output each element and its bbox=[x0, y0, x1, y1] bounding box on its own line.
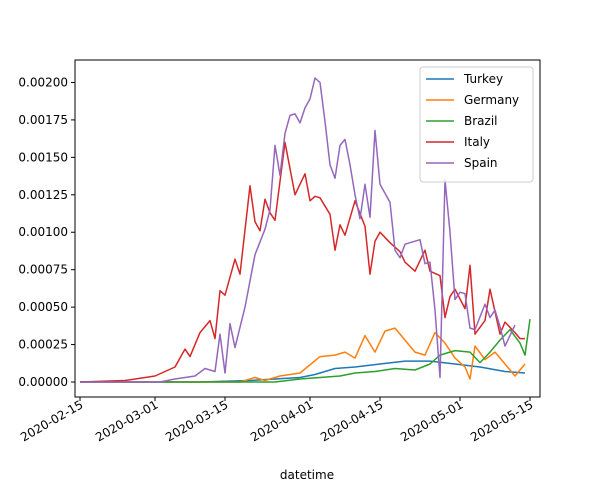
x-tick-label: 2020-03-15 bbox=[163, 397, 230, 444]
legend-label-brazil: Brazil bbox=[464, 114, 498, 128]
y-tick-label: 0.00050 bbox=[18, 300, 68, 314]
legend-label-italy: Italy bbox=[464, 135, 490, 149]
x-tick-label: 2020-05-01 bbox=[398, 397, 465, 444]
y-tick-label: 0.00000 bbox=[18, 375, 68, 389]
y-tick-label: 0.00150 bbox=[18, 150, 68, 164]
x-tick-label: 2020-02-15 bbox=[18, 397, 85, 444]
y-tick-label: 0.00200 bbox=[18, 75, 68, 89]
y-tick-label: 0.00175 bbox=[18, 113, 68, 127]
y-tick-label: 0.00125 bbox=[18, 188, 68, 202]
series-layer bbox=[79, 77, 531, 383]
legend-label-turkey: Turkey bbox=[463, 72, 503, 86]
legend-label-germany: Germany bbox=[464, 93, 519, 107]
series-line-germany bbox=[80, 327, 526, 383]
plot-frame bbox=[74, 59, 541, 398]
x-tick-label: 2020-04-01 bbox=[248, 397, 315, 444]
legend-label-spain: Spain bbox=[464, 156, 498, 170]
y-tick-label: 0.00075 bbox=[18, 263, 68, 277]
series-line-brazil bbox=[80, 318, 531, 383]
legend: Turkey Germany Brazil Italy Spain bbox=[419, 66, 534, 183]
y-axis: 0.00000 0.00025 0.00050 0.00075 0.00100 0.001… bbox=[18, 75, 75, 389]
series-line-spain bbox=[80, 77, 516, 383]
y-tick-label: 0.00100 bbox=[18, 225, 68, 239]
x-tick-label: 2020-04-15 bbox=[318, 397, 385, 444]
y-tick-label: 0.00025 bbox=[18, 338, 68, 352]
x-axis-label: datetime bbox=[280, 468, 334, 482]
x-tick-label: 2020-03-01 bbox=[93, 397, 160, 444]
x-tick-label: 2020-05-15 bbox=[468, 397, 535, 444]
x-axis: 2020-02-15 2020-03-01 2020-03-15 2020-04-01… bbox=[18, 397, 536, 444]
legend-box bbox=[419, 66, 534, 183]
